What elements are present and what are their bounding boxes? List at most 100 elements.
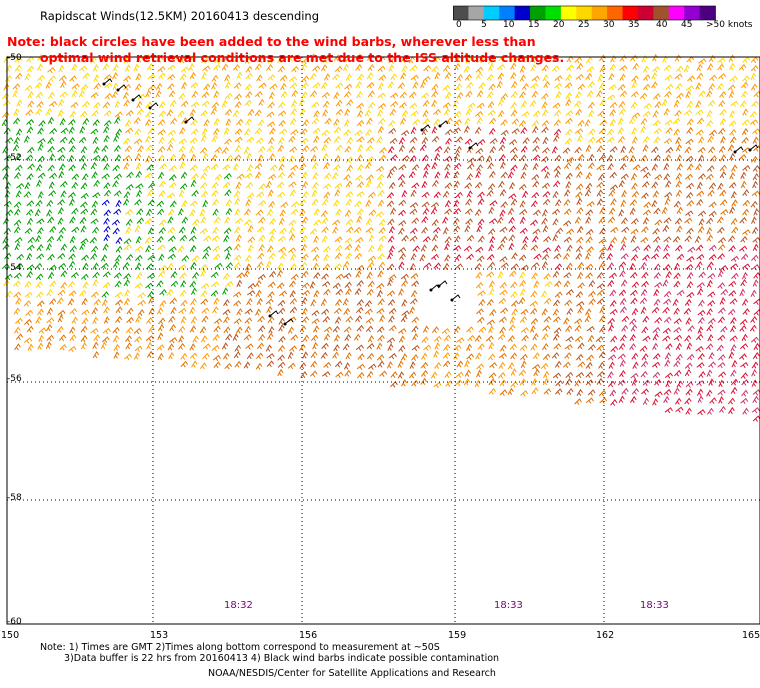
wind-barb: [708, 201, 717, 208]
wind-barb: [398, 180, 406, 188]
wind-barb: [35, 281, 43, 289]
wind-barb: [234, 101, 242, 108]
wind-barb: [36, 300, 45, 307]
wind-barb: [476, 57, 485, 64]
colorbar-frame: [453, 5, 716, 21]
wind-barb: [686, 127, 694, 134]
wind-barb: [388, 307, 397, 315]
wind-barb: [224, 246, 233, 253]
wind-barb: [409, 102, 418, 110]
wind-barb: [520, 360, 527, 369]
wind-barb: [719, 117, 727, 126]
wind-barb: [629, 333, 636, 342]
wind-barb: [342, 63, 349, 72]
wind-barb: [114, 291, 123, 299]
lon-label-162: 162: [596, 630, 615, 641]
wind-barb: [57, 154, 66, 161]
wind-barb: [454, 110, 462, 118]
wind-barb: [708, 83, 716, 91]
wind-barb: [254, 127, 263, 135]
wind-barb: [70, 101, 79, 109]
wind-barb: [389, 92, 399, 99]
wind-barb: [741, 136, 749, 144]
wind-barb: [211, 198, 219, 206]
wind-barb: [686, 118, 694, 126]
wind-barb: [211, 235, 220, 242]
wind-barb: [617, 135, 626, 143]
wind-barb: [368, 234, 375, 243]
wind-barb: [609, 63, 617, 71]
wind-barb: [620, 145, 627, 154]
wind-barb: [741, 81, 749, 89]
wind-barb: [683, 64, 690, 73]
wind-barb: [519, 227, 528, 234]
wind-barb: [333, 91, 340, 99]
wind-speed-colorbar: [453, 5, 716, 21]
wind-barb: [345, 287, 352, 295]
wind-barb: [388, 64, 395, 72]
wind-barb: [244, 128, 251, 136]
wind-barb: [181, 117, 188, 125]
wind-barb: [629, 154, 636, 163]
wind-barb: [158, 100, 166, 109]
wind-barb: [91, 200, 99, 208]
wind-barb: [619, 334, 627, 342]
wind-barb: [577, 342, 585, 350]
wind-barb: [510, 154, 519, 161]
wind-barb: [224, 362, 233, 370]
wind-barb: [520, 126, 528, 134]
wind-barb: [651, 181, 659, 189]
wind-barb: [695, 109, 704, 116]
wind-barb: [444, 236, 452, 244]
wind-barb: [628, 116, 636, 125]
wind-barb: [499, 161, 506, 169]
lat-label-56: -56: [7, 374, 22, 384]
wind-barb: [553, 253, 562, 260]
wind-barb: [522, 137, 530, 145]
wind-barb: [166, 109, 174, 117]
wind-barb: [716, 344, 724, 352]
wind-barb: [188, 235, 197, 242]
wind-barb: [685, 317, 692, 325]
wind-barb: [378, 227, 386, 234]
wind-barb: [706, 63, 714, 71]
wind-barb: [565, 336, 574, 343]
wind-barb: [321, 81, 328, 89]
wind-barb: [291, 99, 298, 108]
wind-barb: [312, 82, 321, 89]
wind-barb: [45, 108, 53, 116]
wind-barb: [686, 55, 695, 63]
footer-credit: NOAA/NESDIS/Center for Satellite Applica…: [208, 668, 496, 679]
wind-barb: [533, 368, 540, 376]
wind-barb: [378, 74, 387, 81]
wind-barb: [157, 352, 164, 361]
wind-barb: [245, 91, 253, 98]
colorbar-label-20: 20: [553, 20, 565, 30]
wind-barb: [179, 183, 188, 190]
wind-barb: [398, 209, 407, 217]
wind-barb: [454, 62, 461, 71]
wind-barb: [114, 154, 122, 162]
wind-barb: [211, 181, 219, 189]
wind-barb: [705, 343, 714, 350]
wind-barb: [200, 182, 208, 189]
wind-barb: [170, 271, 178, 279]
contamination-circle: [268, 314, 272, 318]
wind-barb: [344, 281, 352, 289]
wind-barb: [258, 145, 266, 153]
wind-barb: [554, 109, 562, 117]
wind-barb: [586, 354, 595, 362]
wind-barb: [335, 82, 344, 89]
wind-barb: [410, 74, 419, 81]
wind-barb: [15, 317, 23, 325]
wind-barb: [607, 317, 615, 325]
wind-barb: [323, 191, 331, 199]
wind-barb: [575, 291, 584, 298]
wind-barb: [278, 119, 286, 127]
wind-barb: [177, 110, 185, 118]
wind-barb: [35, 273, 44, 281]
wind-barb: [189, 164, 198, 172]
wind-barb: [3, 200, 12, 208]
wind-barb: [685, 155, 694, 163]
wind-barb: [236, 279, 243, 288]
